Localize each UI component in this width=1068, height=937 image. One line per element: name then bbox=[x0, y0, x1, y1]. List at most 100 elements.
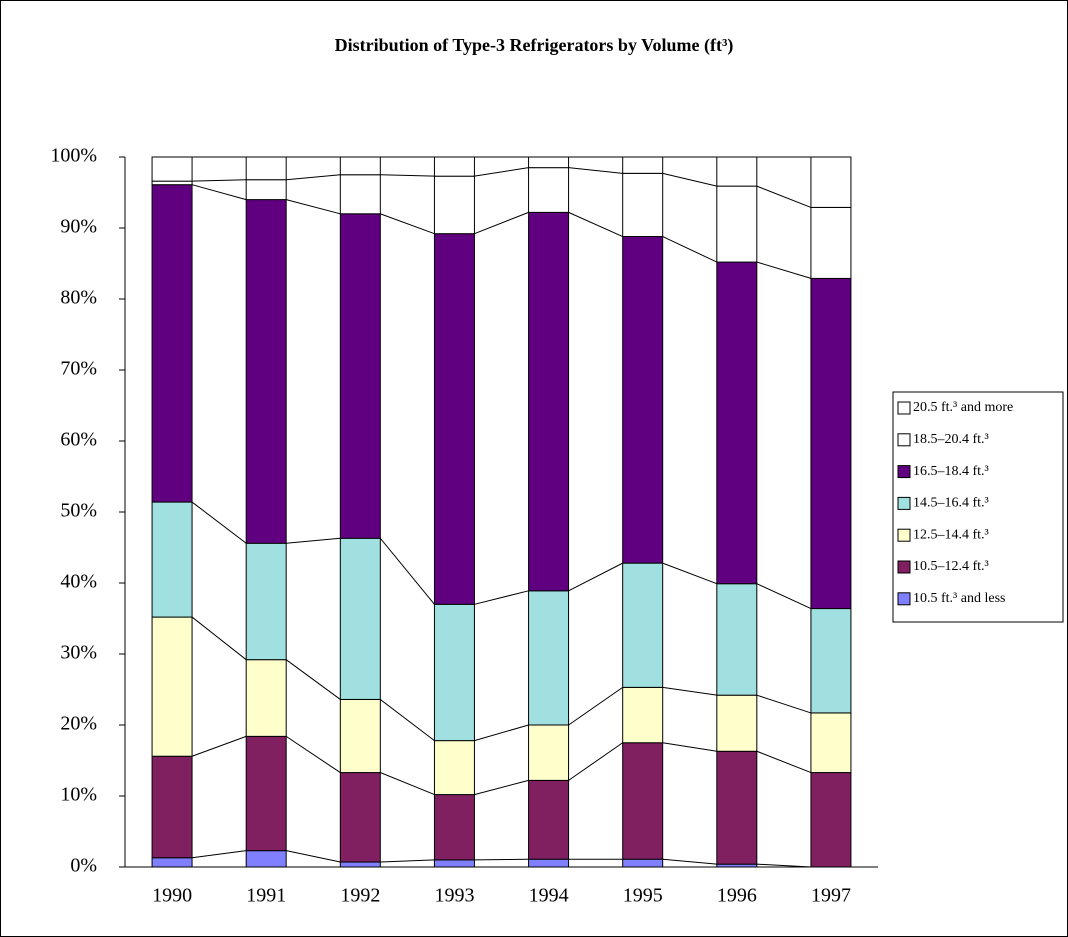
legend-label: 10.5–12.4 ft.³ bbox=[913, 559, 989, 574]
bar-segment bbox=[151, 184, 193, 503]
bar-segment bbox=[245, 850, 287, 868]
bar-segment bbox=[810, 156, 852, 208]
bar-segment bbox=[151, 857, 193, 868]
connector-line bbox=[191, 501, 247, 544]
connector-line bbox=[285, 659, 341, 700]
bar-segment bbox=[433, 156, 475, 177]
x-tick-label: 1990 bbox=[152, 885, 192, 907]
y-tick-label: 60% bbox=[60, 429, 97, 451]
legend-swatch bbox=[897, 592, 911, 606]
connector-line bbox=[380, 174, 435, 177]
bar-segment bbox=[433, 175, 475, 235]
connector-line bbox=[662, 172, 717, 187]
bar-segment bbox=[622, 236, 664, 564]
legend-box bbox=[892, 391, 1064, 623]
bar-segment bbox=[716, 156, 758, 187]
legend-swatch bbox=[897, 560, 911, 574]
connector-line bbox=[474, 858, 529, 861]
x-tick-label: 1996 bbox=[717, 885, 757, 907]
legend-label: 12.5–14.4 ft.³ bbox=[913, 527, 989, 542]
y-tick-label: 30% bbox=[60, 642, 97, 664]
y-tick-label: 40% bbox=[60, 571, 97, 593]
connector-line bbox=[286, 199, 341, 215]
bar-segment bbox=[339, 537, 381, 700]
bar-segment bbox=[622, 686, 664, 744]
bar-segment bbox=[151, 180, 193, 186]
connector-line bbox=[662, 742, 717, 752]
y-tick-label: 70% bbox=[60, 358, 97, 380]
bar-segment bbox=[339, 174, 381, 215]
x-tick-label: 1995 bbox=[623, 885, 663, 907]
bar-segment bbox=[245, 659, 287, 737]
connector-line bbox=[568, 211, 623, 237]
connector-line bbox=[756, 583, 812, 610]
bar-segment bbox=[716, 694, 758, 752]
bar-segment bbox=[622, 156, 664, 174]
x-tick-label: 1991 bbox=[246, 885, 286, 907]
connector-line bbox=[662, 858, 717, 865]
legend-label: 18.5–20.4 ft.³ bbox=[913, 432, 989, 447]
bar-segment bbox=[433, 740, 475, 796]
x-tick-label: 1994 bbox=[529, 885, 569, 907]
bar-segment bbox=[810, 206, 852, 279]
bar-segment bbox=[245, 735, 287, 852]
connector-line bbox=[662, 562, 717, 585]
bar-segment bbox=[339, 156, 381, 176]
connector-line bbox=[286, 850, 341, 863]
connector-line bbox=[380, 772, 435, 796]
bar-segment bbox=[528, 167, 570, 213]
connector-line bbox=[191, 184, 247, 201]
connector-line bbox=[474, 167, 529, 177]
connector-line bbox=[192, 179, 247, 182]
connector-line bbox=[474, 211, 529, 235]
bar-segment bbox=[339, 213, 381, 539]
bar-segment bbox=[433, 859, 475, 868]
bar-segment bbox=[622, 172, 664, 238]
bar-segment bbox=[716, 583, 758, 696]
connector-line bbox=[191, 616, 247, 661]
connector-line bbox=[662, 236, 718, 263]
bar-segment bbox=[433, 603, 475, 742]
legend-swatch bbox=[897, 401, 911, 415]
connector-line bbox=[380, 213, 435, 235]
bar-segment bbox=[151, 156, 193, 182]
connector-line bbox=[568, 562, 623, 592]
bar-segment bbox=[528, 858, 570, 868]
legend-swatch bbox=[897, 496, 911, 510]
bar-segment bbox=[716, 261, 758, 585]
legend-label: 14.5–16.4 ft.³ bbox=[913, 496, 989, 511]
legend-swatch bbox=[897, 528, 911, 542]
connector-line bbox=[756, 261, 812, 279]
bar-segment bbox=[622, 562, 664, 688]
bar-segment bbox=[716, 750, 758, 865]
connector-line bbox=[191, 850, 247, 859]
y-tick-label: 20% bbox=[60, 713, 97, 735]
bar-segment bbox=[151, 616, 193, 757]
bar-segment bbox=[339, 698, 381, 774]
bar-segment bbox=[151, 501, 193, 618]
connector-line bbox=[568, 167, 623, 174]
connector-line bbox=[380, 859, 435, 863]
connector-line bbox=[286, 174, 341, 181]
x-tick-label: 1993 bbox=[434, 885, 474, 907]
bar-segment bbox=[245, 199, 287, 544]
bar-segment bbox=[528, 779, 570, 860]
bar-segment bbox=[245, 156, 287, 181]
bar-segment bbox=[810, 712, 852, 774]
bar-segment bbox=[622, 858, 664, 868]
connector-line bbox=[756, 750, 812, 774]
connector-line bbox=[568, 742, 623, 781]
y-tick-label: 90% bbox=[60, 216, 97, 238]
connector-line bbox=[285, 735, 341, 773]
connector-line bbox=[662, 686, 717, 696]
bar-segment bbox=[339, 861, 381, 868]
x-tick-label: 1997 bbox=[811, 885, 851, 907]
legend-label: 16.5–18.4 ft.³ bbox=[913, 464, 989, 479]
bar-segment bbox=[245, 179, 287, 201]
bar-segment bbox=[433, 233, 475, 605]
connector-line bbox=[756, 185, 812, 208]
y-tick-label: 50% bbox=[60, 500, 97, 522]
legend-label: 10.5 ft.³ and less bbox=[913, 591, 1005, 606]
connector-line bbox=[191, 735, 247, 757]
